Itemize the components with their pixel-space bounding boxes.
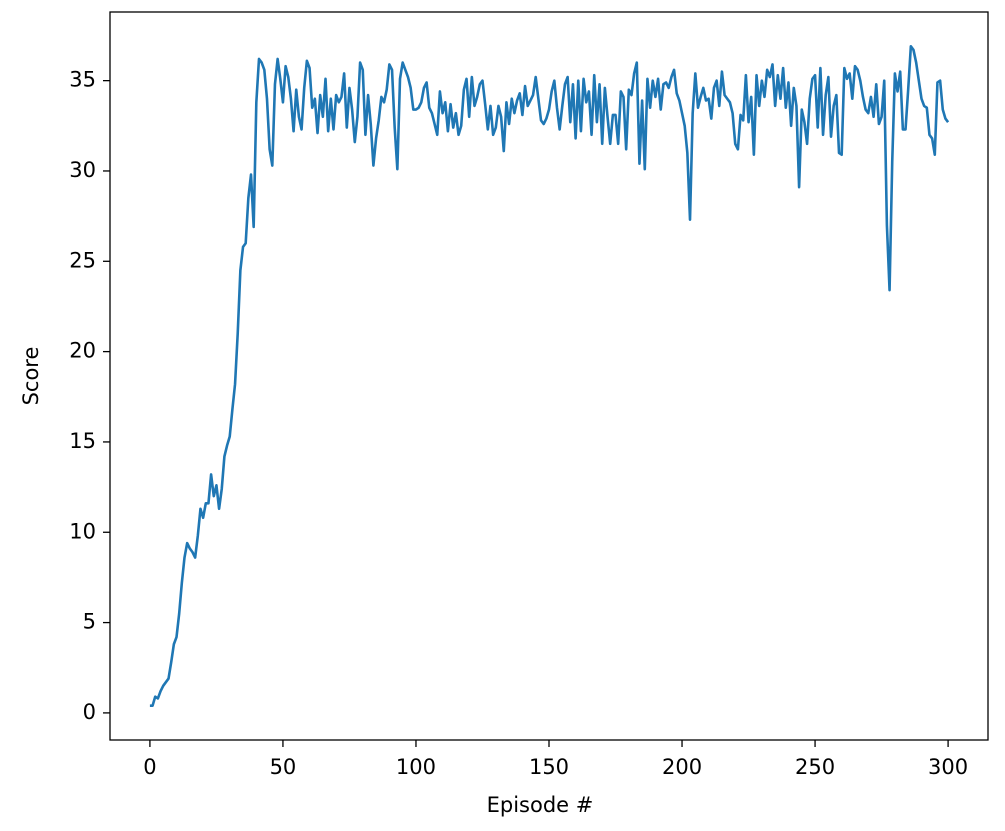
x-tick-label: 150: [529, 755, 569, 779]
line: [149, 45, 950, 707]
y-tick-label: 15: [69, 429, 96, 453]
x-tick-label: 250: [795, 755, 835, 779]
y-tick-label: 35: [69, 68, 96, 92]
y-tick-label: 0: [83, 700, 96, 724]
y-axis-label: Score: [19, 347, 43, 406]
x-axis-label: Episode #: [487, 793, 594, 817]
y-tick-label: 20: [69, 339, 96, 363]
y-tick-label: 25: [69, 248, 96, 272]
x-tick-label: 50: [270, 755, 297, 779]
x-tick-label: 300: [928, 755, 968, 779]
y-tick-label: 10: [69, 519, 96, 543]
plot-frame: [109, 11, 989, 741]
x-tick-label: 100: [396, 755, 436, 779]
x-tick-label: 0: [143, 755, 156, 779]
x-tick-label: 200: [662, 755, 702, 779]
y-tick-label: 30: [69, 158, 96, 182]
y-tick-label: 5: [83, 610, 96, 634]
